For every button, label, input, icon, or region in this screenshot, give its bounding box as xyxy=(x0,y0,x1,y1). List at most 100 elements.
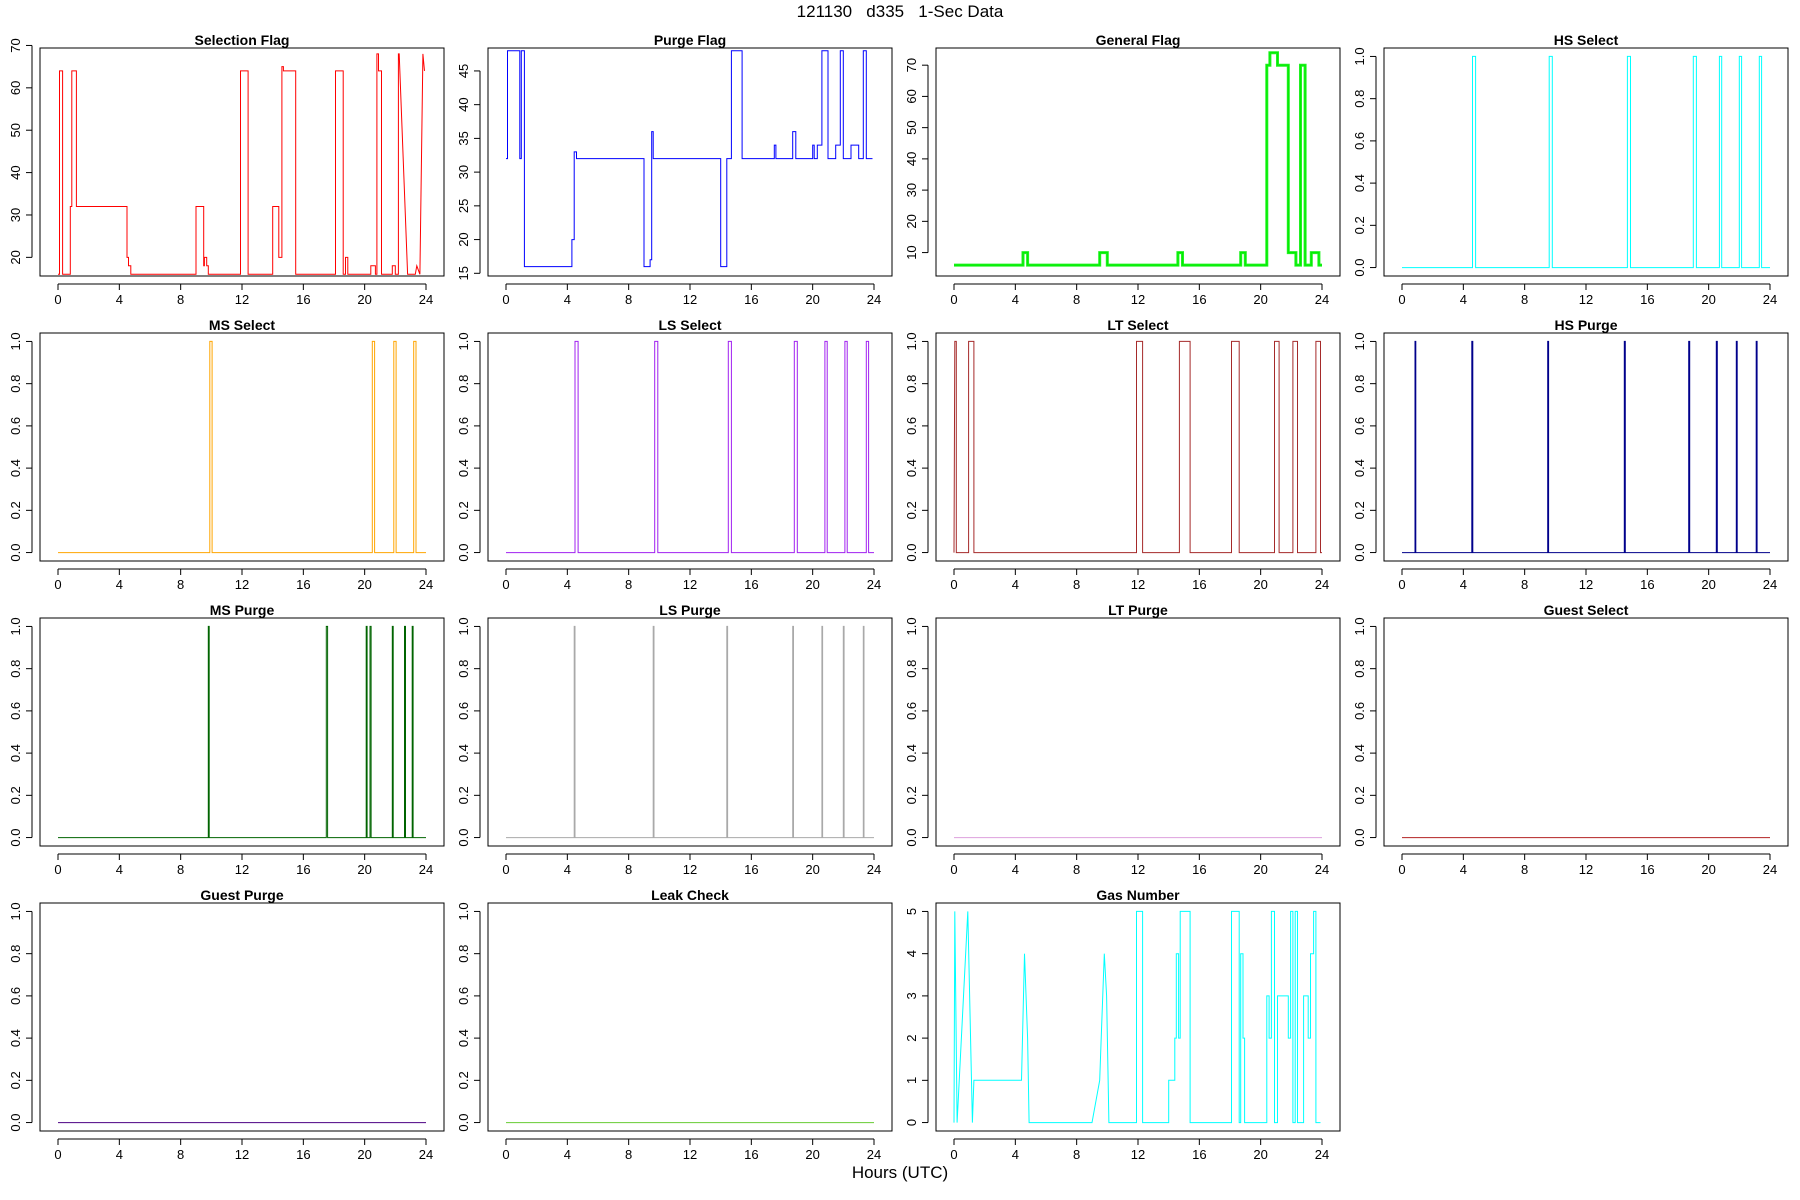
x-tick-label: 4 xyxy=(564,292,571,307)
x-tick-label: 8 xyxy=(177,292,184,307)
x-tick-label: 16 xyxy=(1640,577,1654,592)
y-tick-label: 0.0 xyxy=(1352,259,1367,277)
x-tick-label: 8 xyxy=(1073,1147,1080,1162)
x-tick-label: 4 xyxy=(1460,292,1467,307)
x-tick-label: 20 xyxy=(357,292,371,307)
x-tick-label: 12 xyxy=(683,862,697,877)
plot-frame xyxy=(1383,617,1789,847)
y-tick-label: 0.8 xyxy=(8,375,23,393)
chart-title: Gas Number xyxy=(1096,887,1180,903)
x-tick-label: 16 xyxy=(296,292,310,307)
x-tick-label: 4 xyxy=(116,1147,123,1162)
y-tick-label: 0.8 xyxy=(1352,660,1367,678)
chart-title: Guest Select xyxy=(1544,602,1629,618)
x-tick-label: 20 xyxy=(357,577,371,592)
y-tick-label: 4 xyxy=(904,950,919,957)
x-tick-label: 24 xyxy=(419,862,433,877)
y-tick-label: 0.2 xyxy=(1352,786,1367,804)
x-tick-label: 8 xyxy=(1521,862,1528,877)
plot-frame xyxy=(39,47,445,277)
y-tick-label: 0.0 xyxy=(8,829,23,847)
y-tick-label: 0.2 xyxy=(456,1071,471,1089)
x-tick-label: 8 xyxy=(625,1147,632,1162)
x-tick-label: 24 xyxy=(1763,577,1777,592)
chart-title: General Flag xyxy=(1096,32,1181,48)
x-tick-label: 24 xyxy=(419,1147,433,1162)
series-line xyxy=(506,340,874,554)
x-tick-label: 12 xyxy=(1579,577,1593,592)
y-tick-label: 0.2 xyxy=(1352,216,1367,234)
plot-frame xyxy=(487,902,893,1132)
chart-panel: Purge Flag 0 4 8 12 16 20 24 15 20 25 30 35 40 45 xyxy=(456,32,893,307)
x-tick-label: 16 xyxy=(296,577,310,592)
y-tick-label: 1.0 xyxy=(456,332,471,350)
y-tick-label: 0.0 xyxy=(456,1114,471,1132)
plot-frame xyxy=(935,617,1341,847)
x-tick-label: 16 xyxy=(1192,577,1206,592)
y-tick-label: 1.0 xyxy=(456,902,471,920)
y-tick-label: 0.6 xyxy=(456,417,471,435)
chart-title: LS Select xyxy=(658,317,721,333)
series-line xyxy=(506,50,873,268)
x-tick-label: 0 xyxy=(950,1147,957,1162)
x-tick-label: 12 xyxy=(1131,862,1145,877)
x-tick-label: 20 xyxy=(1253,577,1267,592)
y-tick-label: 15 xyxy=(456,266,471,280)
x-tick-label: 24 xyxy=(1763,862,1777,877)
y-tick-label: 60 xyxy=(904,89,919,103)
series-line xyxy=(1402,55,1770,269)
chart-panel: HS Purge 0 4 8 12 16 20 24 0.0 0.2 0.4 0.6 0.8 1.0 xyxy=(1352,317,1789,592)
x-tick-label: 24 xyxy=(1315,862,1329,877)
x-tick-label: 16 xyxy=(1192,862,1206,877)
x-tick-label: 12 xyxy=(235,577,249,592)
page-title: 121130 d335 1-Sec Data xyxy=(796,2,1004,21)
x-tick-label: 16 xyxy=(744,292,758,307)
x-tick-label: 12 xyxy=(683,292,697,307)
x-tick-label: 0 xyxy=(950,292,957,307)
y-tick-label: 1.0 xyxy=(456,617,471,635)
x-tick-label: 4 xyxy=(564,1147,571,1162)
x-tick-label: 12 xyxy=(1579,292,1593,307)
x-tick-label: 16 xyxy=(1640,292,1654,307)
x-tick-label: 20 xyxy=(357,1147,371,1162)
y-tick-label: 20 xyxy=(904,214,919,228)
x-axis-title: Hours (UTC) xyxy=(851,1163,949,1182)
x-tick-label: 4 xyxy=(1460,862,1467,877)
chart-panel: LS Select 0 4 8 12 16 20 24 0.0 0.2 0.4 0.6 0.8 1.0 xyxy=(456,317,893,592)
y-tick-label: 0.0 xyxy=(904,544,919,562)
chart-panel: MS Purge 0 4 8 12 16 20 24 0.0 0.2 0.4 0.6 0.8 1.0 xyxy=(8,602,445,877)
y-tick-label: 1.0 xyxy=(1352,47,1367,65)
y-tick-label: 1.0 xyxy=(904,332,919,350)
plot-frame xyxy=(935,902,1341,1132)
chart-title: MS Select xyxy=(209,317,275,333)
y-tick-label: 0.2 xyxy=(8,1071,23,1089)
y-tick-label: 0.6 xyxy=(8,417,23,435)
x-tick-label: 0 xyxy=(54,577,61,592)
y-tick-label: 30 xyxy=(904,183,919,197)
x-tick-label: 20 xyxy=(1701,292,1715,307)
x-tick-label: 8 xyxy=(1521,292,1528,307)
x-tick-label: 0 xyxy=(1398,292,1405,307)
chart-title: Leak Check xyxy=(651,887,729,903)
x-tick-label: 24 xyxy=(1315,292,1329,307)
x-tick-label: 0 xyxy=(950,862,957,877)
y-tick-label: 70 xyxy=(8,38,23,52)
x-tick-label: 12 xyxy=(1131,1147,1145,1162)
plot-frame xyxy=(1383,332,1789,562)
chart-panel: Selection Flag 0 4 8 12 16 20 24 20 30 40 50 60 70 xyxy=(8,32,445,307)
y-tick-label: 0.4 xyxy=(904,744,919,762)
y-tick-label: 0.8 xyxy=(456,375,471,393)
y-tick-label: 0.8 xyxy=(1352,375,1367,393)
series-line xyxy=(953,910,1321,1124)
x-tick-label: 12 xyxy=(683,577,697,592)
y-tick-label: 40 xyxy=(8,165,23,179)
y-tick-label: 20 xyxy=(8,250,23,264)
chart-title: Guest Purge xyxy=(200,887,283,903)
y-tick-label: 40 xyxy=(456,97,471,111)
y-tick-label: 0.4 xyxy=(8,459,23,477)
x-tick-label: 16 xyxy=(1640,862,1654,877)
y-tick-label: 45 xyxy=(456,64,471,78)
chart-panel: LT Purge 0 4 8 12 16 20 24 0.0 0.2 0.4 0.6 0.8 1.0 xyxy=(904,602,1341,877)
x-tick-label: 4 xyxy=(116,577,123,592)
